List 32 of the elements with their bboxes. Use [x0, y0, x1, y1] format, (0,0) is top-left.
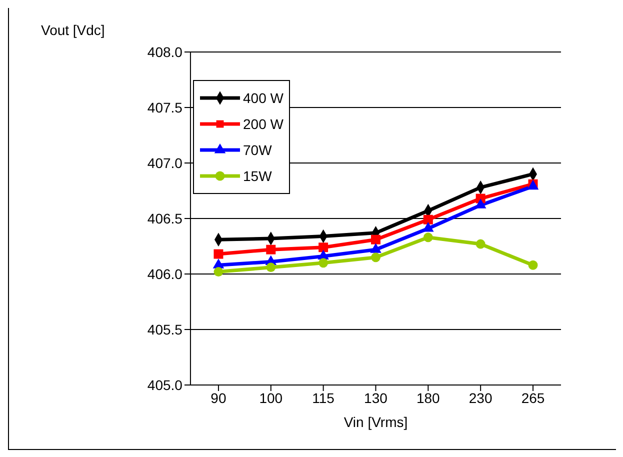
y-tick-label: 406.0: [147, 266, 183, 282]
x-tick-label: 115: [312, 390, 335, 406]
x-tick-label: 180: [416, 390, 440, 406]
legend-label: 15W: [243, 168, 272, 184]
x-axis-title: Vin [Vrms]: [344, 414, 408, 430]
x-tick-label: 130: [364, 390, 388, 406]
legend-label: 200 W: [243, 116, 284, 132]
x-tick-label: 230: [468, 390, 492, 406]
x-tick-label: 90: [210, 390, 226, 406]
y-tick-label: 405.5: [147, 321, 183, 338]
point: [318, 258, 328, 268]
x-tick-label: 265: [521, 390, 545, 406]
point: [266, 262, 276, 272]
legend-label: 70W: [243, 142, 272, 158]
y-axis-title: Vout [Vdc]: [41, 22, 105, 38]
y-tick-label: 407.0: [147, 154, 183, 171]
point: [476, 239, 486, 249]
y-tick-label: 405.0: [147, 376, 183, 393]
point: [214, 267, 224, 276]
point: [266, 244, 276, 254]
point: [318, 242, 328, 252]
y-tick-label: 406.5: [147, 210, 183, 226]
point: [214, 249, 224, 259]
x-tick-label: 100: [259, 390, 283, 406]
point: [528, 260, 538, 270]
y-tick-label: 407.5: [147, 99, 183, 116]
point: [423, 232, 433, 242]
legend-label: 400 W: [243, 90, 284, 106]
point: [423, 214, 433, 224]
point: [371, 252, 380, 262]
y-tick-label: 408.0: [147, 44, 183, 60]
point: [370, 234, 380, 244]
